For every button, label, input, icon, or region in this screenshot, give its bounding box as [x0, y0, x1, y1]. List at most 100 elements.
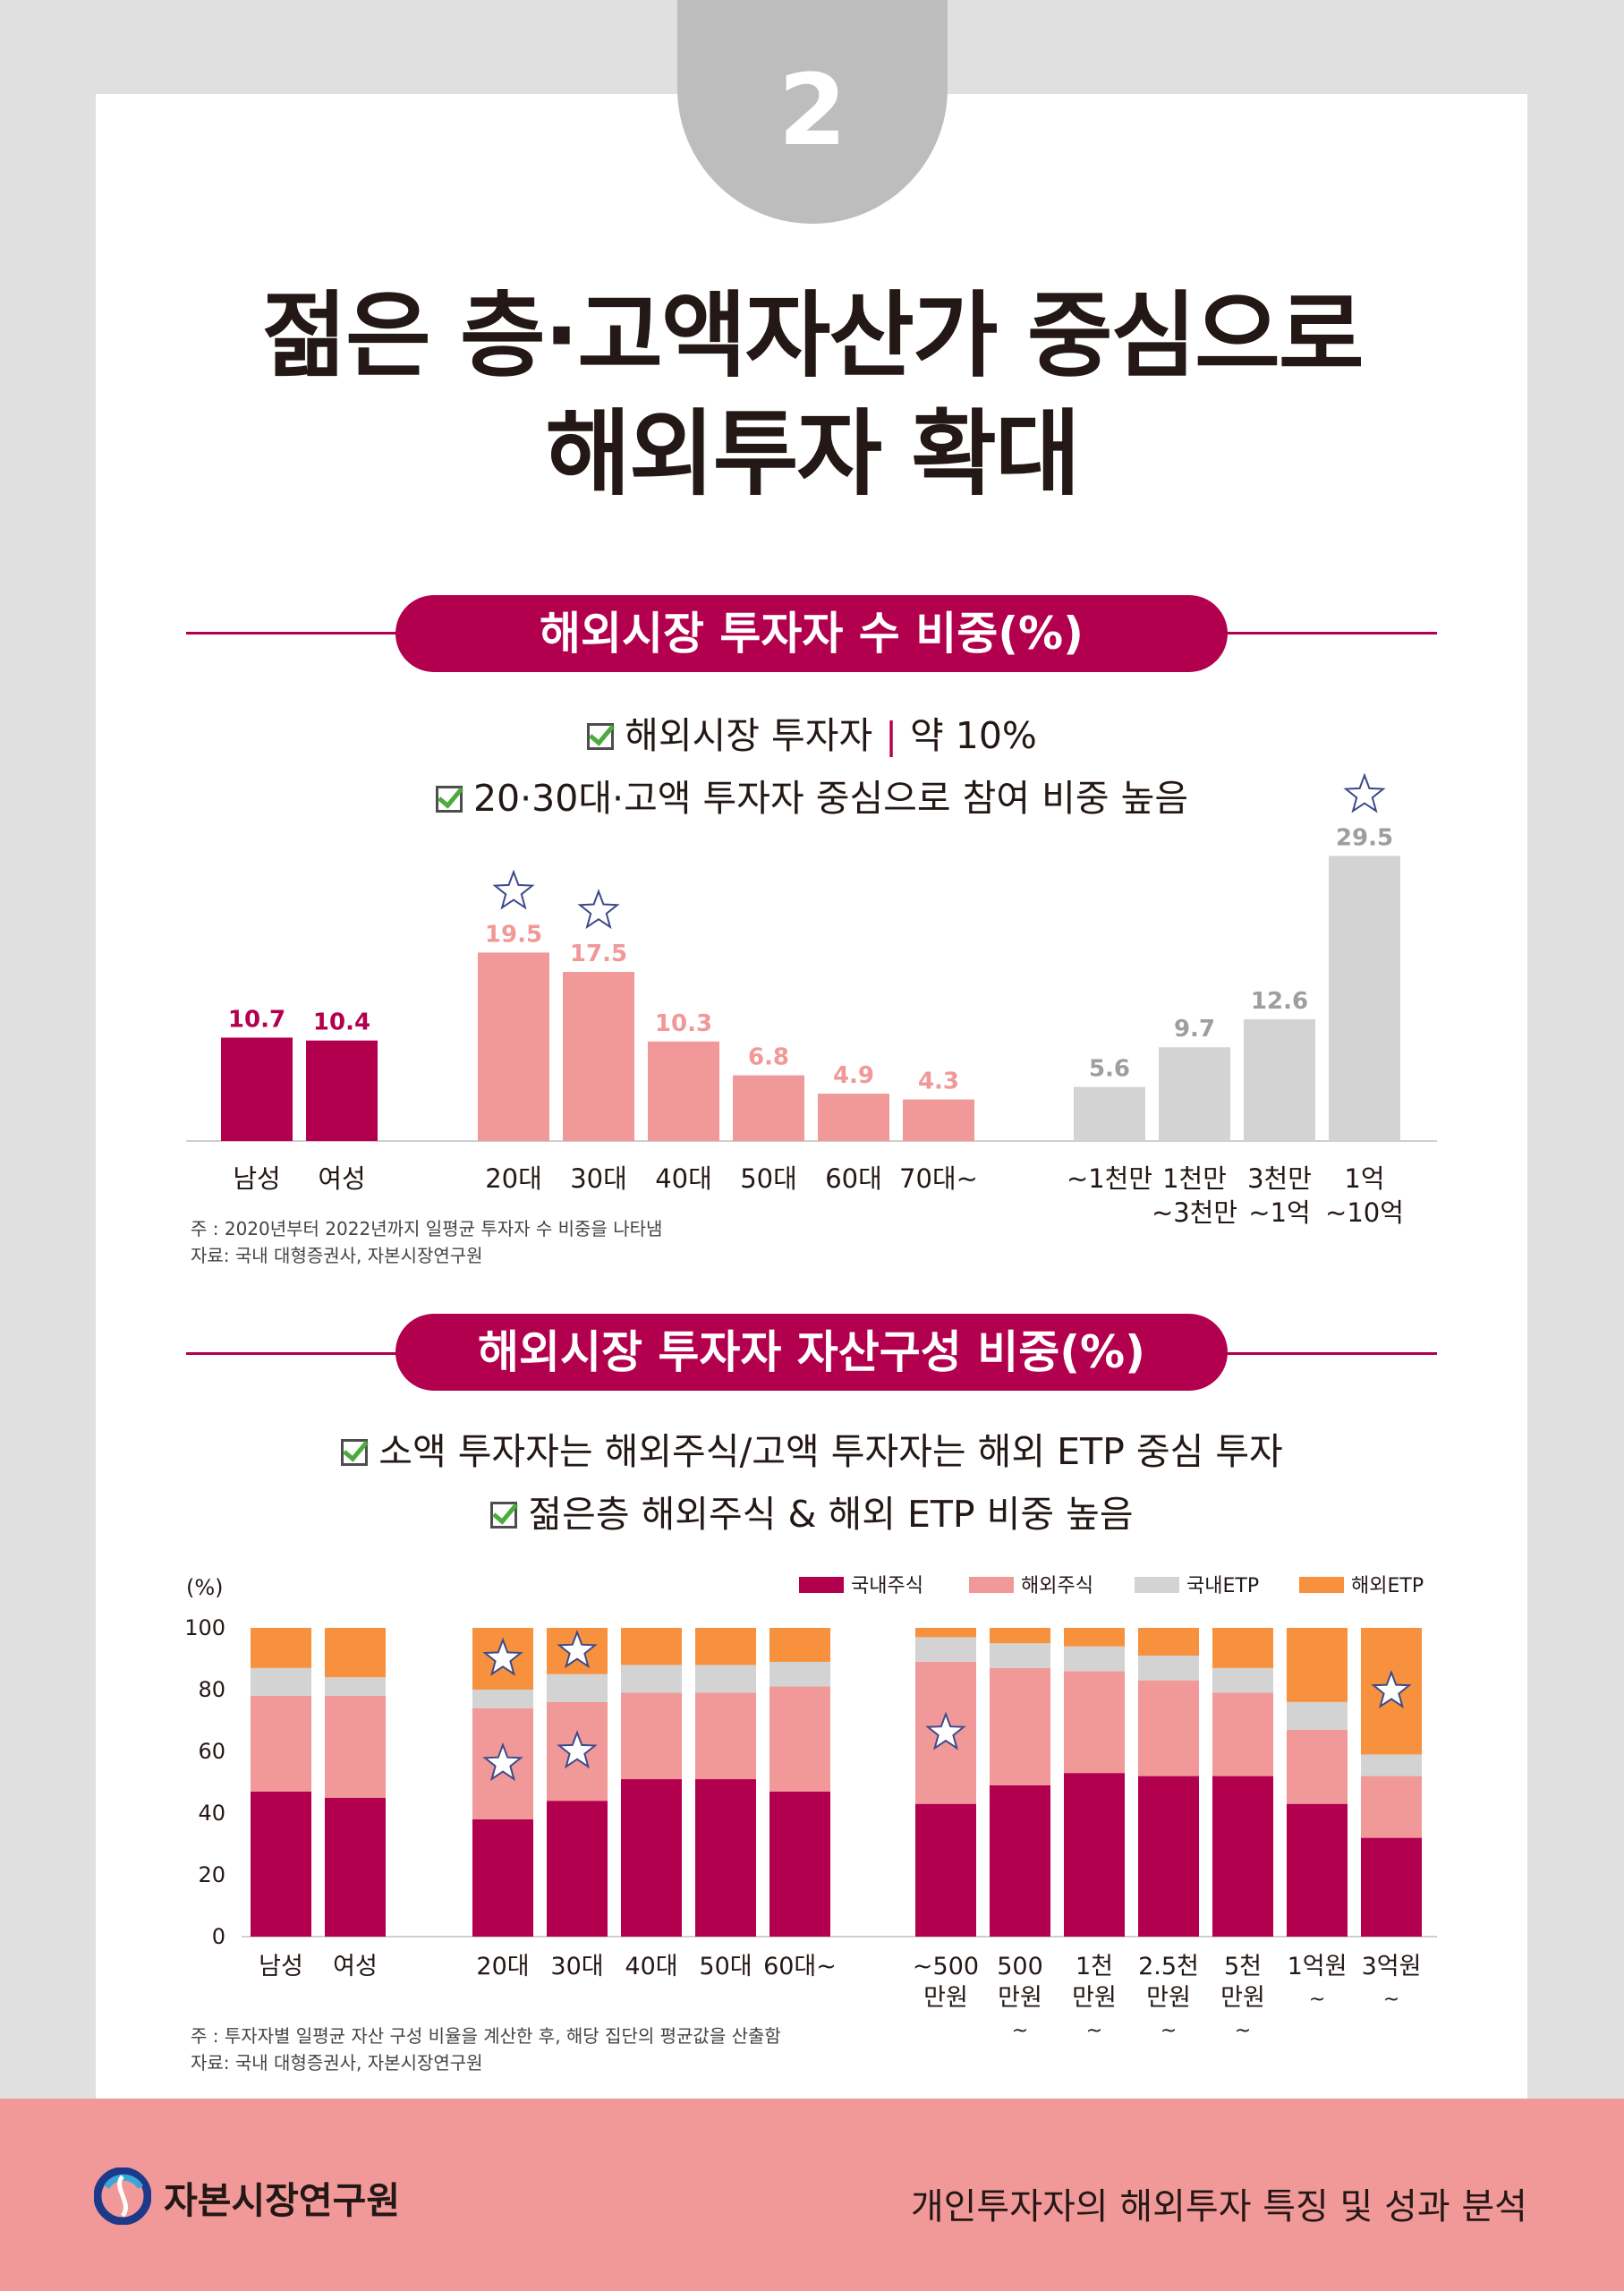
checkbox-checked-icon — [435, 786, 463, 813]
tick-label: 50대 — [740, 1163, 797, 1194]
tick-label: 20대 — [485, 1163, 542, 1194]
tick-label: 20대 — [476, 1953, 529, 1980]
tick-label: 1억 — [1344, 1163, 1384, 1194]
investor-share-bar-chart: 10.7 남성 10.4 여성 19.5 20대 17.5 30대 10.3 40대 6.8 50대 4… — [186, 772, 1437, 1228]
bar-segment-해외ETP — [1064, 1628, 1125, 1647]
bar-segment-해외주식 — [1138, 1680, 1199, 1776]
data-label: 10.3 — [655, 1010, 712, 1037]
bar-segment-국내ETP — [1064, 1646, 1125, 1672]
bar-segment-국내주식 — [547, 1801, 608, 1937]
star-outline-icon — [557, 1730, 598, 1769]
data-label: 6.8 — [748, 1044, 789, 1071]
tick-label: 5천 — [1224, 1953, 1262, 1980]
star-outline-icon — [492, 869, 535, 910]
data-label: 19.5 — [485, 921, 542, 948]
tick-label: 500 — [997, 1953, 1043, 1980]
bar-segment-국내ETP — [915, 1637, 976, 1662]
bar-segment-국내ETP — [695, 1665, 756, 1693]
star-outline-icon — [925, 1711, 966, 1750]
tick-label: 30대 — [550, 1953, 603, 1980]
bar-segment-국내주식 — [325, 1797, 386, 1937]
bar-segment-국내ETP — [547, 1674, 608, 1702]
tick-label: 만원 — [998, 1984, 1042, 2012]
bar-segment-해외주식 — [1212, 1692, 1273, 1776]
bar-segment-해외주식 — [990, 1667, 1050, 1785]
y-tick-label: 0 — [212, 1924, 225, 1949]
bar-segment-해외주식 — [251, 1695, 311, 1792]
tick-label: 만원 — [1146, 1984, 1191, 2012]
bar-segment-해외ETP — [621, 1628, 682, 1665]
tick-label: 40대 — [625, 1953, 677, 1980]
bar-segment-국내주식 — [1064, 1773, 1125, 1937]
tick-label: 3억원 — [1362, 1953, 1422, 1980]
legend-label: 국내ETP — [1186, 1575, 1259, 1597]
kcmi-logo-icon — [94, 2168, 151, 2225]
star-outline-icon — [1371, 1669, 1412, 1709]
bar-age-5 — [903, 1099, 974, 1141]
section1-footnote-note: 주 : 2020년부터 2022년까지 일평균 투자자 수 비중을 나타냄 — [191, 1218, 663, 1239]
tick-label: 1천 — [1076, 1953, 1113, 1980]
data-label: 4.3 — [918, 1069, 959, 1095]
section-number-tab — [677, 0, 948, 224]
bar-age-4 — [818, 1094, 889, 1141]
tick-label: 만원 — [1220, 1984, 1265, 2012]
tick-label: ~1천만 — [1067, 1163, 1152, 1194]
tick-label: ~1억 — [1248, 1197, 1310, 1228]
tick-label: ~ — [1309, 1989, 1325, 2011]
section1-note2: 20·30대·고액 투자자 중심으로 참여 비중 높음 — [0, 768, 1624, 822]
section2-note1-text: 소액 투자자는 해외주식/고액 투자자는 해외 ETP 중심 투자 — [378, 1430, 1283, 1473]
bar-segment-국내주식 — [1212, 1776, 1273, 1937]
bar-segment-국내주식 — [1138, 1776, 1199, 1937]
bar-segment-국내ETP — [621, 1665, 682, 1693]
section2-footnote-source: 자료: 국내 대형증권사, 자본시장연구원 — [191, 2052, 483, 2074]
bar-segment-국내ETP — [1361, 1754, 1422, 1776]
bar-segment-국내주식 — [990, 1784, 1050, 1937]
bar-segment-국내주식 — [1287, 1803, 1348, 1937]
tick-label: 3천만 — [1247, 1163, 1312, 1194]
tick-label: 2.5천 — [1138, 1953, 1199, 1980]
bar-segment-해외주식 — [695, 1692, 756, 1780]
bar-segment-해외주식 — [769, 1686, 830, 1792]
bar-segment-국내주식 — [769, 1791, 830, 1937]
section1-header: 해외시장 투자자 수 비중(%) — [395, 595, 1228, 672]
tick-label: 1천만 — [1162, 1163, 1227, 1194]
bar-segment-국내ETP — [325, 1677, 386, 1696]
tick-label: 40대 — [655, 1163, 712, 1194]
legend-swatch — [799, 1577, 844, 1593]
checkbox-checked-icon — [341, 1439, 369, 1466]
data-label: 17.5 — [570, 941, 627, 967]
bar-segment-해외ETP — [695, 1628, 756, 1665]
section2-footnote-note: 주 : 투자자별 일평균 자산 구성 비율을 계산한 후, 해당 집단의 평균값… — [191, 2025, 781, 2047]
tick-label: 남성 — [259, 1953, 303, 1980]
page-title-line1: 젊은 층·고액자산가 중심으로 — [261, 281, 1364, 390]
y-tick-label: 40 — [198, 1801, 225, 1826]
y-tick-label: 60 — [198, 1739, 225, 1764]
bar-segment-국내ETP — [472, 1690, 533, 1708]
bar-segment-국내주식 — [472, 1818, 533, 1937]
section1-footnote-source: 자료: 국내 대형증권사, 자본시장연구원 — [191, 1245, 483, 1266]
bar-gender-1 — [306, 1040, 378, 1141]
note1-value: 약 10% — [910, 714, 1037, 757]
legend-label: 해외ETP — [1351, 1575, 1424, 1597]
legend-swatch — [969, 1577, 1014, 1593]
checkbox-checked-icon — [490, 1502, 518, 1529]
bar-segment-해외ETP — [769, 1628, 830, 1662]
bar-segment-국내ETP — [1212, 1667, 1273, 1693]
bar-segment-국내ETP — [990, 1643, 1050, 1668]
data-label: 5.6 — [1089, 1056, 1130, 1083]
data-label: 10.4 — [313, 1009, 370, 1036]
bar-gender-0 — [221, 1037, 293, 1141]
tick-label: 60대 — [825, 1163, 882, 1194]
star-outline-icon — [482, 1637, 523, 1676]
tick-label: ~ — [1161, 2020, 1177, 2042]
section2-footnotes: 주 : 투자자별 일평균 자산 구성 비율을 계산한 후, 해당 집단의 평균값… — [191, 2023, 781, 2076]
data-label: 12.6 — [1251, 988, 1308, 1015]
y-tick-label: 80 — [198, 1677, 225, 1702]
bar-segment-해외주식 — [1287, 1729, 1348, 1804]
y-axis-title: (%) — [186, 1575, 224, 1600]
tick-label: 남성 — [233, 1163, 280, 1194]
bar-segment-해외ETP — [1138, 1628, 1199, 1657]
data-label: 4.9 — [833, 1062, 874, 1089]
section2-header: 해외시장 투자자 자산구성 비중(%) — [395, 1314, 1228, 1391]
org-name: 자본시장연구원 — [164, 2179, 401, 2222]
